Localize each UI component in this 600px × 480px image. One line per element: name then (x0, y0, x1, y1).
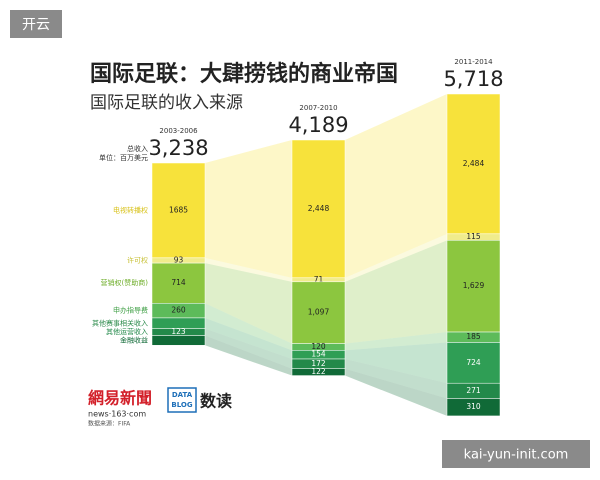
bar-segment (446, 240, 501, 333)
bar-segment (291, 139, 346, 279)
flow-band (205, 257, 292, 282)
period-label: 2011-2014 (454, 58, 493, 66)
flow-band (205, 140, 292, 278)
footer-watermark: kai-yun-init.com (464, 448, 569, 463)
chart-subtitle: 国际足联的收入来源 (90, 93, 243, 113)
value-label: 1,629 (463, 281, 485, 290)
blog-logo-top: DATA (172, 391, 193, 399)
bar-segment (446, 342, 501, 384)
legend-label: 其他运营收入 (106, 327, 148, 336)
value-label: 1,097 (308, 308, 330, 317)
value-label: 724 (466, 358, 481, 367)
flow-band (205, 335, 292, 376)
flow-band (205, 317, 292, 360)
value-label: 154 (311, 350, 326, 359)
legend-label: 电视转播权 (113, 205, 148, 214)
flow-bands (205, 94, 447, 416)
news-logo: 網易新聞 (88, 389, 152, 408)
chart-title: 国际足联：大肆捞钱的商业帝国 (90, 61, 398, 87)
period-label: 2003-2006 (159, 127, 198, 135)
footer-watermark-box (442, 440, 590, 468)
legend-label: 其他赛事相关收入 (92, 318, 148, 327)
value-label: 120 (311, 342, 326, 351)
bar-segment (151, 162, 206, 259)
flow-band (205, 303, 292, 351)
flow-band (345, 332, 447, 351)
value-label: 122 (311, 367, 326, 376)
blog-name: 数读 (200, 392, 232, 411)
total-caption: 总收入 (127, 144, 148, 153)
news-url: news·163·com (88, 410, 146, 419)
flow-band (345, 94, 447, 278)
watermark-box (10, 10, 62, 38)
bar-segment (151, 335, 206, 346)
blog-logo-box (167, 387, 197, 413)
value-label: 172 (311, 359, 326, 368)
bar-segment (151, 262, 206, 304)
flow-band (205, 263, 292, 344)
value-label: 2,448 (308, 204, 330, 213)
value-label: 310 (466, 402, 481, 411)
value-label: 714 (171, 278, 186, 287)
bar-segment (446, 93, 501, 235)
legend-label: 申办指导费 (113, 306, 148, 315)
value-label: 93 (174, 255, 184, 264)
value-label: 115 (466, 232, 481, 241)
total-label: 3,238 (148, 136, 208, 160)
value-label: 71 (314, 275, 324, 284)
flow-band (345, 233, 447, 282)
flow-band (205, 328, 292, 369)
value-label: 260 (171, 306, 186, 315)
flow-band (345, 359, 447, 399)
value-label: 1685 (169, 205, 188, 214)
value-label: 271 (466, 386, 481, 395)
legend-label: 金融收益 (120, 335, 148, 344)
flow-band (345, 368, 447, 416)
flow-band (345, 342, 447, 384)
period-label: 2007-2010 (299, 104, 337, 112)
flow-band (345, 240, 447, 344)
bar-segment (446, 398, 501, 417)
bar-segment (291, 368, 346, 376)
bar-segment (291, 281, 346, 344)
watermark: 开云 (22, 17, 50, 33)
unit-label: 单位：百万美元 (99, 153, 148, 162)
source-note: 数据来源：FIFA (88, 420, 131, 428)
blog-logo-bottom: BLOG (171, 401, 192, 409)
value-label: 185 (466, 332, 481, 341)
value-label: 123 (171, 327, 186, 336)
value-label: 2,484 (463, 159, 485, 168)
legend-label: 许可权 (127, 255, 148, 264)
total-label: 4,189 (288, 113, 348, 137)
total-label: 5,718 (443, 67, 503, 91)
legend-label: 营销权(赞助商) (101, 278, 149, 287)
